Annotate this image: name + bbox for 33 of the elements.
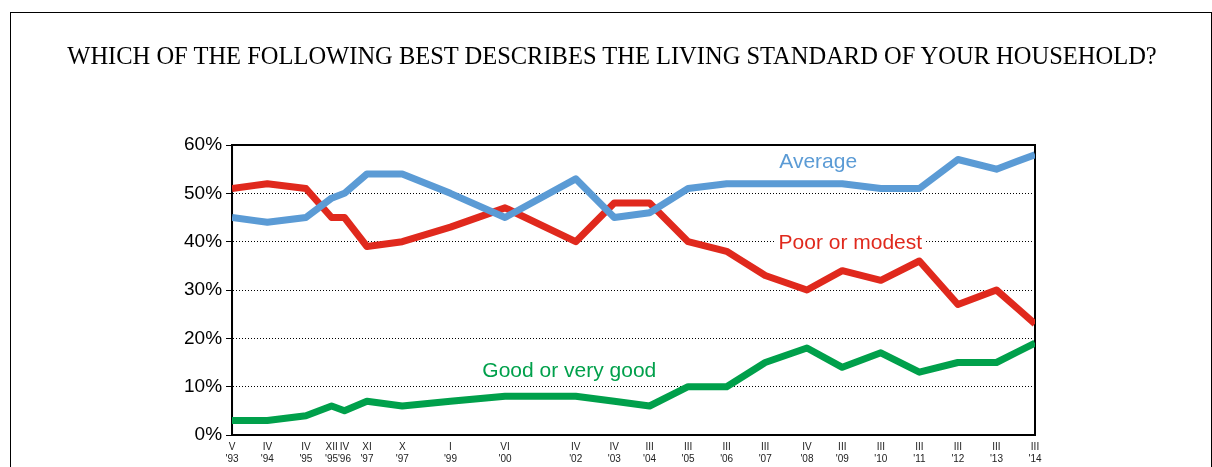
x-tick-label: IV '03 [607,440,622,464]
y-tick-label: 40% [184,229,223,251]
x-tick-label: III '06 [720,440,734,464]
y-tick-label: 0% [194,423,223,445]
x-tick-label: X '97 [395,440,410,464]
x-tick-label: IV '94 [260,440,275,464]
chart-title: WHICH OF THE FOLLOWING BEST DESCRIBES THE LIVING STANDARD OF YOUR HOUSEHOLD? [66,41,1158,71]
x-tick-label: V '93 [225,440,239,464]
x-tick-label: III '13 [989,440,1004,464]
x-tick-label: IV '96 [337,440,352,464]
x-tick-label: III '05 [681,440,696,464]
x-tick-label: III '12 [951,440,965,464]
x-tick-label: III '09 [835,440,850,464]
x-tick-label: XII '95 [325,440,339,464]
x-tick-label: VI '00 [498,440,512,464]
x-tick-label: III '07 [758,440,773,464]
x-tick-label: IV '02 [569,440,583,464]
series-label: Poor or modest [778,230,923,254]
x-tick-label: III '04 [643,440,657,464]
y-tick-label: 30% [184,278,223,300]
x-tick-label: III '10 [874,440,888,464]
x-tick-label: IV '95 [299,440,313,464]
y-tick-label: 20% [184,326,223,348]
x-tick-label: III '14 [1028,440,1042,464]
x-tick-label: XI '97 [360,440,374,464]
x-tick-label: I '99 [443,440,458,464]
series-label: Average [779,149,858,173]
x-tick-label: IV '08 [800,440,814,464]
series-label: Good or very good [482,358,657,381]
x-tick-label: III '11 [913,440,926,464]
y-tick-label: 60% [184,133,223,155]
y-tick-label: 10% [184,374,223,396]
y-tick-label: 50% [184,181,223,203]
